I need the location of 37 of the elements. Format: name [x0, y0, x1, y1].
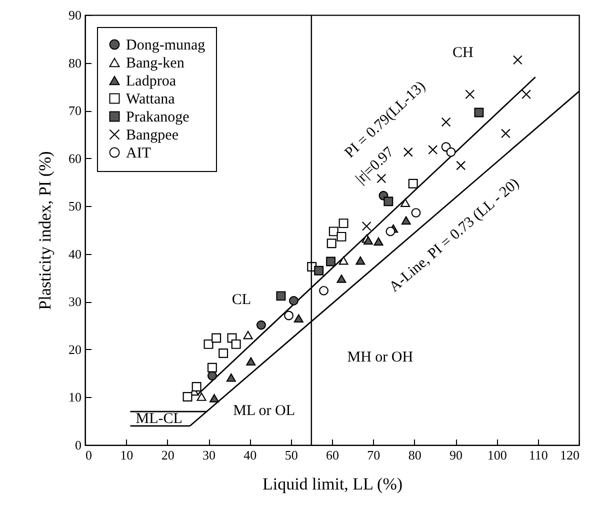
annotation: ML or OL — [233, 403, 296, 420]
x-tick-label: 80 — [408, 448, 422, 462]
y-tick-label: 10 — [68, 390, 82, 405]
y-tick-label: 40 — [68, 246, 82, 262]
legend-label: AIT — [126, 146, 151, 162]
y-tick-label: 90 — [68, 8, 82, 22]
x-tick-label: 120 — [560, 448, 580, 462]
y-tick-label: 0 — [75, 438, 82, 452]
legend-label: Bang-ken — [126, 56, 185, 72]
x-tick-label: 50 — [284, 448, 298, 462]
legend-label: Prakanoge — [126, 110, 190, 126]
y-tick-label: 60 — [68, 150, 82, 166]
x-tick-label: 70 — [367, 448, 380, 462]
x-tick-label: 30 — [202, 448, 216, 462]
x-tick-label: 100 — [487, 448, 507, 462]
legend-label: Bangpee — [126, 128, 179, 144]
x-tick-label: 0 — [86, 448, 92, 462]
x-tick-label: 10 — [120, 448, 134, 462]
legend-label: Ladproa — [126, 74, 176, 90]
annotation: ML-CL — [136, 411, 182, 428]
y-tick-label: 80 — [68, 55, 82, 70]
annotation: MH or OH — [347, 350, 414, 366]
x-tick-label: 20 — [161, 448, 174, 462]
y-tick-label: 20 — [68, 342, 82, 357]
x-tick-label: 60 — [326, 448, 339, 462]
y-tick-label: 50 — [68, 198, 82, 214]
x-tick-label: 40 — [244, 448, 257, 462]
legend-label: Wattana — [126, 92, 176, 108]
y-axis-title: Plasticity index, PI (%) — [36, 151, 54, 310]
x-tick-label: 110 — [528, 448, 548, 462]
y-tick-label: 70 — [68, 103, 82, 118]
legend-label: Dong-munag — [126, 38, 206, 54]
annotation: CL — [232, 292, 252, 308]
y-tick-label: 30 — [68, 294, 82, 310]
annotation: CH — [452, 44, 474, 61]
x-axis-title: Liquid limit, LL (%) — [262, 474, 403, 494]
x-tick-label: 90 — [450, 448, 462, 462]
